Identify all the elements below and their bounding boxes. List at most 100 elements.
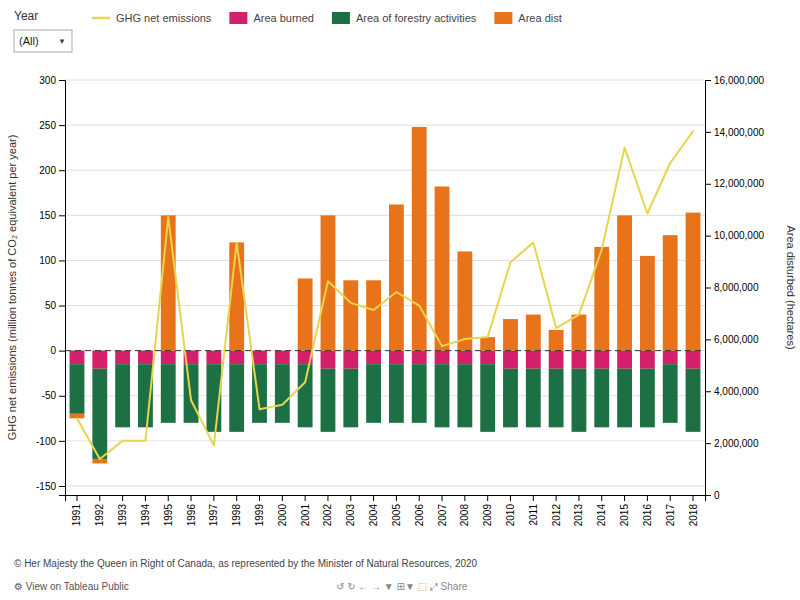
bar xyxy=(412,127,427,351)
bar xyxy=(594,369,609,428)
tick: 2000 xyxy=(277,495,288,526)
tick-label: 300 xyxy=(39,75,56,86)
bar xyxy=(229,351,244,365)
tick-label: 2010 xyxy=(505,504,516,527)
dropdown-arrow: ▼ xyxy=(58,37,66,46)
legend-label: Area of forestry activities xyxy=(356,12,477,24)
tick-mark xyxy=(624,495,625,501)
tick-label: 4,000,000 xyxy=(714,386,759,397)
tick: -100 xyxy=(36,436,65,447)
bar xyxy=(549,369,564,428)
tick: 6,000,000 xyxy=(705,334,759,345)
tick-label: 1993 xyxy=(117,504,128,527)
dropdown-label: (All) xyxy=(19,35,39,47)
bar xyxy=(161,351,176,365)
tick-mark xyxy=(647,495,648,501)
axis-line xyxy=(706,81,712,496)
tick: 50 xyxy=(45,300,65,311)
tick-mark xyxy=(705,184,711,185)
tick: 2005 xyxy=(391,495,402,526)
tick: -50 xyxy=(42,390,65,401)
bar xyxy=(549,330,564,351)
tick-label: 1991 xyxy=(71,504,82,527)
bar xyxy=(480,351,495,365)
tick-mark xyxy=(705,443,711,444)
tick: 2014 xyxy=(596,495,607,526)
bar xyxy=(572,369,587,432)
tick-mark xyxy=(145,495,146,501)
tick-label: 2009 xyxy=(482,504,493,527)
legend-item: Area burned xyxy=(229,12,314,24)
tick-label: 14,000,000 xyxy=(714,127,764,138)
chart: 1991199219931994199519961997199819992000… xyxy=(0,0,800,600)
tick-mark xyxy=(59,396,65,397)
tick-label: 2015 xyxy=(619,504,630,527)
tick-label: 1992 xyxy=(94,504,105,527)
tick-label: 10,000,000 xyxy=(714,230,764,241)
legend-item: GHG net emissions xyxy=(92,12,212,24)
bar xyxy=(412,351,427,365)
bar xyxy=(389,351,404,365)
bar xyxy=(686,369,701,432)
year-label: Year xyxy=(14,9,38,23)
bar xyxy=(389,364,404,423)
tick-label: 2002 xyxy=(322,504,333,527)
tick-label: 16,000,000 xyxy=(714,75,764,86)
tick-mark xyxy=(213,495,214,501)
bar xyxy=(275,351,290,365)
marks xyxy=(70,127,701,464)
tick-mark xyxy=(578,495,579,501)
tick-label: 12,000,000 xyxy=(714,178,764,189)
bar xyxy=(480,364,495,432)
bar xyxy=(503,369,518,428)
tick: 100 xyxy=(39,255,65,266)
tick: 2001 xyxy=(300,495,311,526)
tick-mark xyxy=(670,495,671,501)
legend-swatch xyxy=(229,12,247,24)
bar xyxy=(343,369,358,428)
toolbar: ↺ ↻ ← → ▼ ⊞▼ ⬚ ⤢ Share xyxy=(336,581,468,592)
y-axis-title: GHG net emissions (million tonnes of CO₂… xyxy=(6,135,18,441)
bar xyxy=(92,369,107,459)
bar xyxy=(115,351,130,365)
tick-label: 150 xyxy=(39,210,56,221)
tick: 1995 xyxy=(163,495,174,526)
grid-line xyxy=(65,485,705,486)
tick-mark xyxy=(122,495,123,501)
tick-mark xyxy=(59,80,65,81)
tick-mark xyxy=(168,495,169,501)
tick-label: 50 xyxy=(45,300,57,311)
tick-mark xyxy=(396,495,397,501)
tick-label: 2000 xyxy=(277,504,288,527)
bar xyxy=(640,256,655,351)
tick: 1997 xyxy=(208,495,219,526)
tick-mark xyxy=(442,495,443,501)
tick: 1996 xyxy=(186,495,197,526)
legend-swatch xyxy=(332,12,350,24)
bar xyxy=(640,351,655,369)
footer: © Her Majesty the Queen in Right of Cana… xyxy=(14,558,478,569)
tick-label: 1996 xyxy=(186,504,197,527)
bar xyxy=(70,364,85,414)
bar xyxy=(663,364,678,423)
tick: 2016 xyxy=(642,495,653,526)
tick-label: 1997 xyxy=(208,504,219,527)
legend-item: Area dist xyxy=(494,12,561,24)
tick: 2,000,000 xyxy=(705,438,759,449)
tick: 2012 xyxy=(551,495,562,526)
bar xyxy=(252,351,267,365)
tick-label: 2018 xyxy=(688,504,699,527)
bar xyxy=(366,351,381,365)
bar xyxy=(526,315,541,351)
x-axis: 1991199219931994199519961997199819992000… xyxy=(66,495,706,526)
tick: 1999 xyxy=(254,495,265,526)
tick-mark xyxy=(705,132,711,133)
tick: 16,000,000 xyxy=(705,75,764,86)
grid-line xyxy=(65,125,705,126)
tick: 300 xyxy=(39,75,65,86)
dropdown-box xyxy=(14,30,72,52)
tick-mark xyxy=(282,495,283,501)
tick-mark xyxy=(259,495,260,501)
bar xyxy=(480,337,495,351)
tick-label: 1998 xyxy=(231,504,242,527)
